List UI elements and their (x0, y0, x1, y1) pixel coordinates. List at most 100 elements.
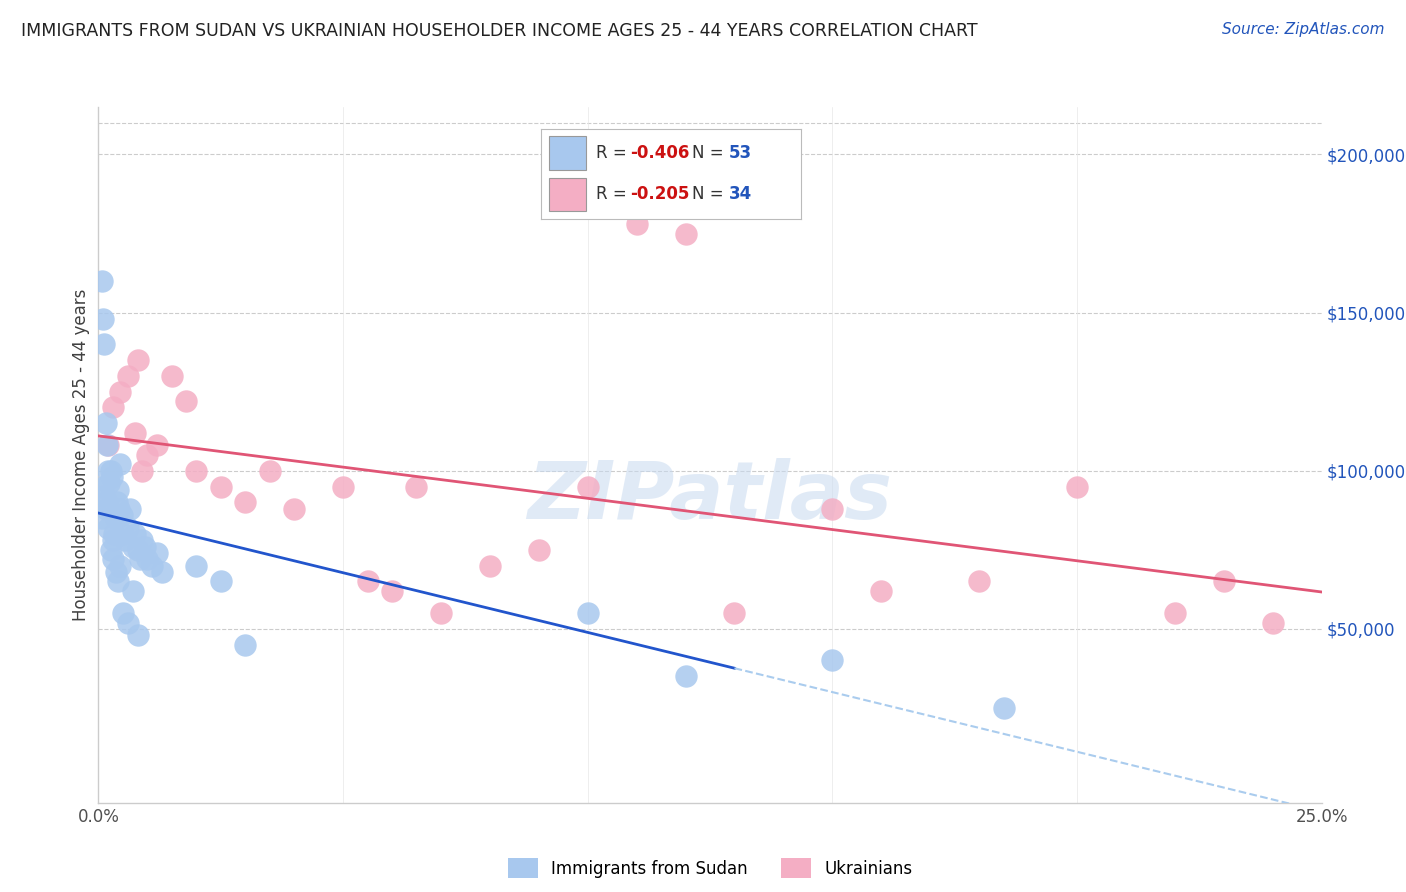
Point (430, 606, 453, 620)
Point (110, 558, 132, 573)
Point (96, 495, 118, 509)
Point (91, 511, 114, 525)
Point (114, 533, 136, 548)
Point (117, 521, 139, 535)
Text: Source: ZipAtlas.com: Source: ZipAtlas.com (1222, 22, 1385, 37)
Point (93, 337, 115, 351)
Point (1066, 479, 1088, 493)
Point (381, 583, 404, 598)
Point (186, 558, 208, 573)
Point (124, 527, 146, 541)
Bar (550, 136, 585, 170)
Point (870, 583, 893, 598)
Point (103, 527, 125, 541)
Point (1212, 574, 1234, 589)
Point (675, 227, 697, 241)
Point (1164, 606, 1187, 620)
Y-axis label: Householder Income Ages 25 - 44 years: Householder Income Ages 25 - 44 years (72, 289, 90, 621)
Point (134, 540, 156, 554)
Point (104, 565, 127, 579)
Point (97, 464, 120, 478)
Point (233, 638, 256, 652)
Point (97, 521, 120, 535)
Point (146, 438, 169, 452)
Point (111, 527, 134, 541)
Point (120, 501, 142, 516)
Point (101, 470, 124, 484)
Point (96, 438, 118, 452)
Point (101, 533, 124, 548)
Point (101, 552, 124, 566)
Point (527, 542, 550, 557)
Point (98, 476, 121, 491)
Point (141, 558, 163, 573)
Point (136, 552, 159, 566)
Point (478, 558, 501, 573)
Point (233, 495, 256, 509)
Point (576, 606, 599, 620)
Point (117, 615, 139, 630)
Point (111, 606, 134, 620)
Point (107, 483, 129, 497)
Point (176, 394, 198, 409)
Text: IMMIGRANTS FROM SUDAN VS UKRAINIAN HOUSEHOLDER INCOME AGES 25 - 44 YEARS CORRELA: IMMIGRANTS FROM SUDAN VS UKRAINIAN HOUSE… (21, 22, 977, 40)
Point (121, 583, 143, 598)
Point (101, 401, 124, 415)
Point (723, 606, 745, 620)
Point (356, 574, 378, 589)
Point (110, 458, 132, 472)
Point (405, 479, 427, 493)
Point (332, 479, 354, 493)
Point (131, 533, 153, 548)
Point (127, 353, 149, 368)
Point (100, 464, 122, 478)
Point (91, 479, 114, 493)
Point (131, 464, 153, 478)
Point (209, 574, 232, 589)
Point (626, 217, 648, 231)
Point (94, 417, 117, 431)
Point (146, 546, 169, 560)
Point (675, 669, 697, 683)
Point (993, 701, 1015, 715)
Point (117, 368, 139, 383)
Point (283, 501, 305, 516)
Point (91, 274, 114, 288)
Point (104, 511, 127, 525)
Text: ZIPatlas: ZIPatlas (527, 458, 893, 536)
Point (93, 489, 115, 503)
Point (821, 501, 844, 516)
Text: -0.406: -0.406 (630, 145, 689, 162)
Legend: Immigrants from Sudan, Ukrainians: Immigrants from Sudan, Ukrainians (501, 851, 920, 885)
Point (186, 464, 208, 478)
Point (127, 542, 149, 557)
Point (111, 508, 134, 522)
Point (150, 565, 173, 579)
Point (108, 501, 131, 516)
Point (107, 574, 129, 589)
Point (160, 368, 183, 383)
Point (100, 542, 122, 557)
Point (967, 574, 990, 589)
Text: N =: N = (692, 145, 730, 162)
Point (1261, 615, 1284, 630)
Point (110, 384, 132, 399)
Point (129, 552, 152, 566)
Point (259, 464, 281, 478)
Point (97, 438, 120, 452)
Text: R =: R = (596, 186, 631, 203)
Point (821, 653, 844, 667)
Point (91, 312, 114, 326)
Text: R =: R = (596, 145, 631, 162)
Bar (550, 178, 585, 211)
Text: 53: 53 (728, 145, 752, 162)
Point (124, 425, 146, 440)
Text: N =: N = (692, 186, 730, 203)
Text: -0.205: -0.205 (630, 186, 689, 203)
Point (576, 479, 599, 493)
Point (121, 540, 143, 554)
Point (209, 479, 232, 493)
Text: 34: 34 (728, 186, 752, 203)
Point (94, 501, 117, 516)
Point (136, 448, 159, 462)
